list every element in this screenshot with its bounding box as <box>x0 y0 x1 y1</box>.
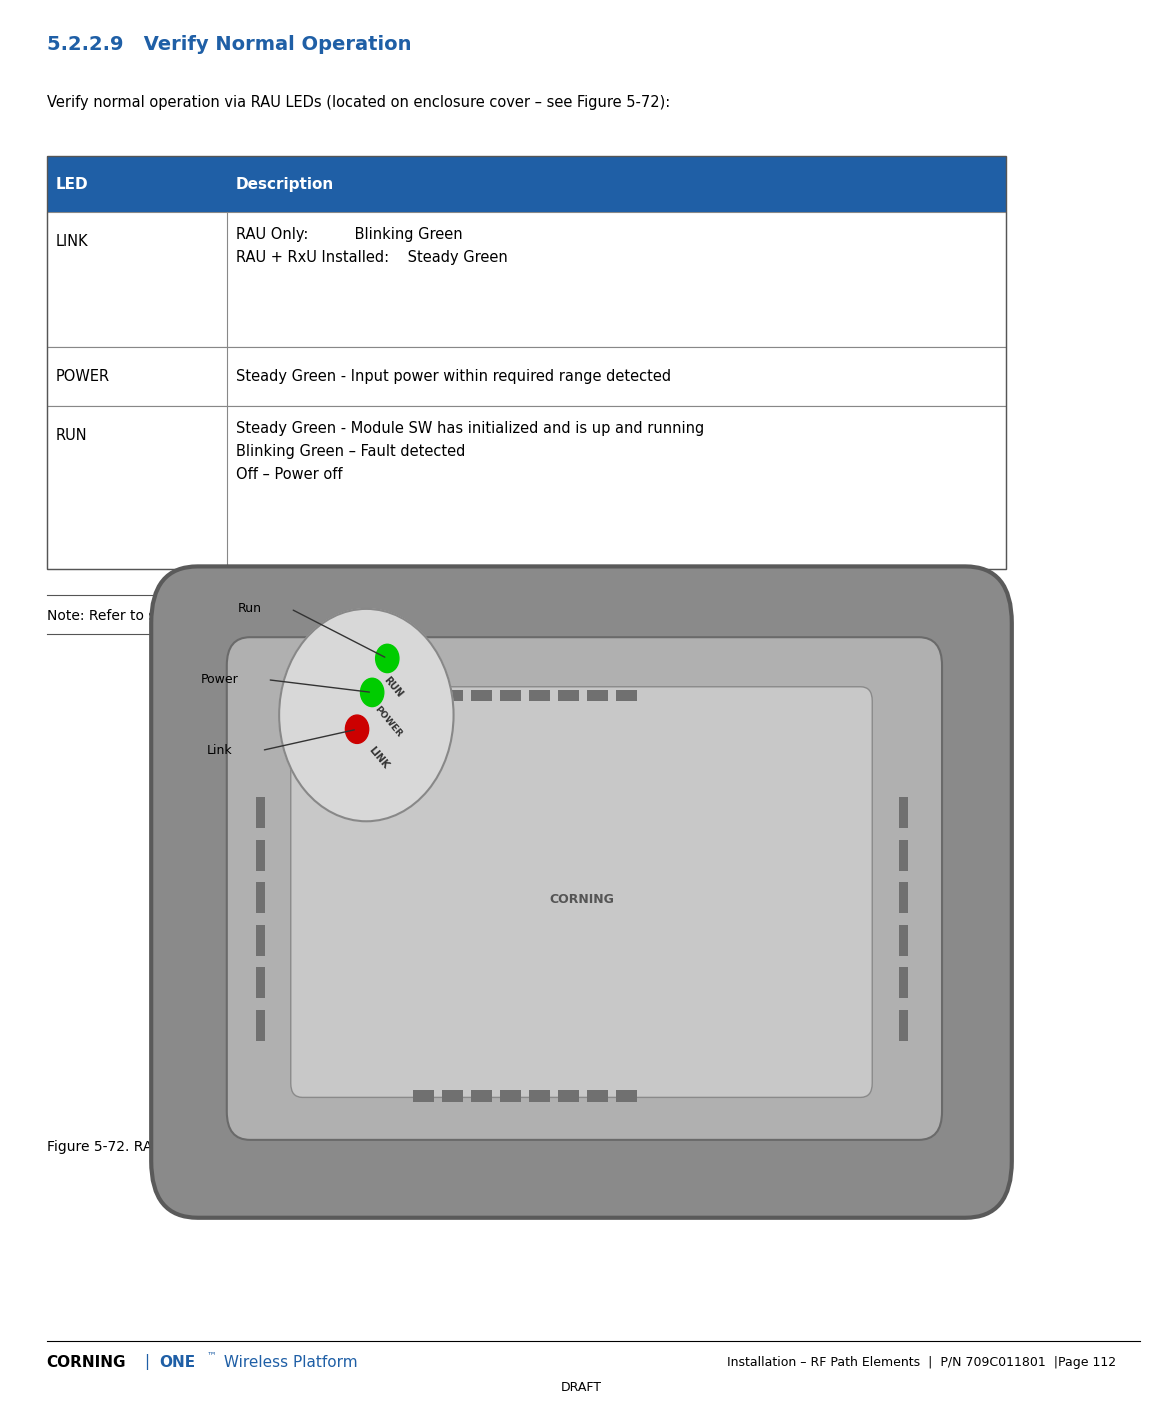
Text: Run: Run <box>237 602 262 616</box>
FancyBboxPatch shape <box>471 690 492 701</box>
FancyBboxPatch shape <box>47 347 1006 406</box>
Text: Verify normal operation via RAU LEDs (located on enclosure cover – see Figure 5-: Verify normal operation via RAU LEDs (lo… <box>47 95 670 110</box>
Text: Note: Refer to section 2.3.2 for complete description of LEDs.: Note: Refer to section 2.3.2 for complet… <box>47 609 472 623</box>
FancyBboxPatch shape <box>256 925 265 956</box>
Text: RAU Only:          Blinking Green
RAU + RxU Installed:    Steady Green: RAU Only: Blinking Green RAU + RxU Insta… <box>236 227 508 265</box>
Text: Installation – RF Path Elements  |  P/N 709C011801  |Page 112: Installation – RF Path Elements | P/N 70… <box>727 1355 1116 1369</box>
FancyBboxPatch shape <box>616 690 637 701</box>
FancyBboxPatch shape <box>899 1010 908 1041</box>
FancyBboxPatch shape <box>413 690 434 701</box>
Text: Steady Green - Input power within required range detected: Steady Green - Input power within requir… <box>236 370 671 384</box>
Text: ™: ™ <box>207 1349 216 1361</box>
Text: LINK: LINK <box>56 234 88 249</box>
FancyBboxPatch shape <box>587 690 608 701</box>
FancyBboxPatch shape <box>256 967 265 998</box>
FancyBboxPatch shape <box>500 690 521 701</box>
Text: RUN: RUN <box>381 674 405 700</box>
Text: CORNING: CORNING <box>47 1355 126 1369</box>
Text: LINK: LINK <box>366 745 391 770</box>
FancyBboxPatch shape <box>227 637 942 1140</box>
FancyBboxPatch shape <box>47 406 1006 569</box>
Text: POWER: POWER <box>372 705 404 739</box>
Text: Link: Link <box>207 743 233 758</box>
FancyBboxPatch shape <box>558 690 579 701</box>
FancyBboxPatch shape <box>899 882 908 913</box>
FancyBboxPatch shape <box>151 566 1012 1218</box>
Text: Description: Description <box>236 177 334 191</box>
FancyBboxPatch shape <box>899 925 908 956</box>
FancyBboxPatch shape <box>616 1090 637 1102</box>
FancyBboxPatch shape <box>899 967 908 998</box>
FancyBboxPatch shape <box>256 882 265 913</box>
FancyBboxPatch shape <box>47 156 1006 212</box>
FancyBboxPatch shape <box>500 1090 521 1102</box>
Text: POWER: POWER <box>56 370 110 384</box>
FancyBboxPatch shape <box>471 1090 492 1102</box>
Text: CORNING: CORNING <box>549 892 614 906</box>
FancyBboxPatch shape <box>899 797 908 828</box>
FancyBboxPatch shape <box>587 1090 608 1102</box>
FancyBboxPatch shape <box>256 1010 265 1041</box>
FancyBboxPatch shape <box>558 1090 579 1102</box>
Circle shape <box>376 644 399 673</box>
FancyBboxPatch shape <box>442 690 463 701</box>
FancyBboxPatch shape <box>442 1090 463 1102</box>
Text: LED: LED <box>56 177 88 191</box>
FancyBboxPatch shape <box>291 687 872 1097</box>
Circle shape <box>345 715 369 743</box>
FancyBboxPatch shape <box>47 212 1006 347</box>
Text: Figure 5-72. RAU LEDs: Figure 5-72. RAU LEDs <box>47 1140 201 1154</box>
Text: RUN: RUN <box>56 428 87 443</box>
FancyBboxPatch shape <box>256 840 265 871</box>
Text: Power: Power <box>201 673 238 687</box>
Text: 5.2.2.9   Verify Normal Operation: 5.2.2.9 Verify Normal Operation <box>47 35 411 54</box>
FancyBboxPatch shape <box>529 1090 550 1102</box>
Circle shape <box>279 609 454 821</box>
Text: ONE: ONE <box>159 1355 195 1369</box>
Text: Steady Green - Module SW has initialized and is up and running
Blinking Green – : Steady Green - Module SW has initialized… <box>236 421 705 483</box>
Circle shape <box>361 678 384 707</box>
FancyBboxPatch shape <box>256 797 265 828</box>
FancyBboxPatch shape <box>529 690 550 701</box>
Text: Wireless Platform: Wireless Platform <box>219 1355 357 1369</box>
FancyBboxPatch shape <box>899 840 908 871</box>
Text: DRAFT: DRAFT <box>561 1381 602 1395</box>
Text: |: | <box>144 1354 149 1371</box>
FancyBboxPatch shape <box>413 1090 434 1102</box>
